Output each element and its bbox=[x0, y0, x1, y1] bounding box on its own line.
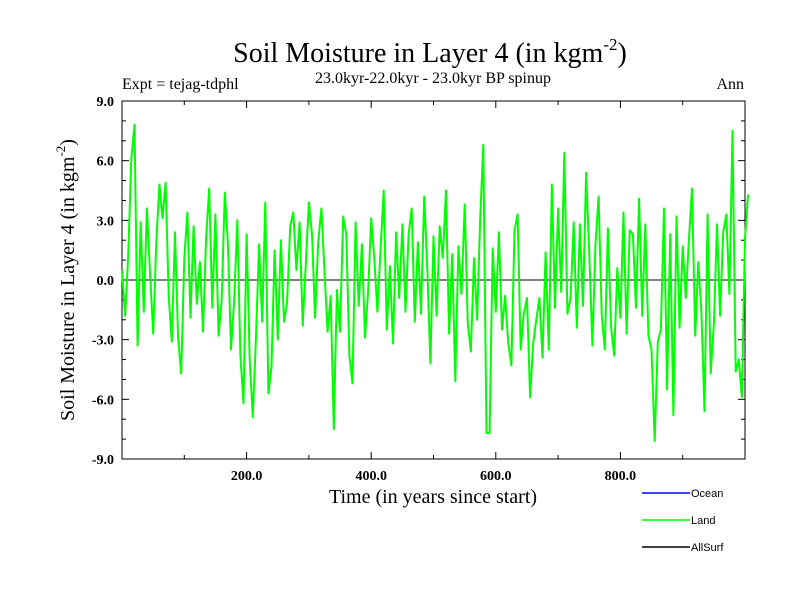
y-tick-label: -3.0 bbox=[92, 334, 114, 349]
series-line-land bbox=[121, 123, 750, 443]
y-tick-label: 6.0 bbox=[97, 155, 115, 170]
chart-title-superscript: -2 bbox=[603, 35, 617, 54]
y-tick-label: 0.0 bbox=[97, 274, 115, 289]
y-tick-label: -9.0 bbox=[92, 453, 114, 468]
x-tick-label: 400.0 bbox=[355, 469, 387, 484]
x-tick-label: 200.0 bbox=[231, 469, 263, 484]
x-axis-label: Time (in years since start) bbox=[329, 486, 537, 508]
series-layer bbox=[121, 123, 750, 443]
y-axis-label-main: Soil Moisture in Layer 4 (in kgm bbox=[57, 156, 79, 421]
y-axis-label-end: ) bbox=[57, 139, 79, 146]
chart-title-main: Soil Moisture in Layer 4 (in kgm bbox=[233, 38, 603, 69]
chart-subtitle: 23.0kyr-22.0kyr - 23.0kyr BP spinup bbox=[315, 70, 551, 87]
chart-title-end: ) bbox=[618, 38, 627, 69]
y-tick-label: 9.0 bbox=[97, 95, 115, 110]
y-tick-label: 3.0 bbox=[97, 214, 115, 229]
y-tick-label: -6.0 bbox=[92, 393, 114, 408]
y-axis-label-superscript: -2 bbox=[53, 146, 68, 157]
chart-title: Soil Moisture in Layer 4 (in kgm-2) bbox=[233, 35, 627, 69]
legend-label-allsurf: AllSurf bbox=[691, 542, 724, 554]
legend-label-ocean: Ocean bbox=[691, 488, 723, 500]
y-axis-ticks: -9.0 -6.0 -3.0 0.0 3.0 6.0 9.0 bbox=[92, 95, 745, 468]
x-tick-label: 600.0 bbox=[480, 469, 512, 484]
x-axis-ticks: 200.0 400.0 600.0 800.0 bbox=[183, 101, 684, 484]
legend-label-land: Land bbox=[691, 515, 715, 527]
season-label: Ann bbox=[716, 76, 744, 93]
expt-label: Expt = tejag-tdphl bbox=[122, 76, 239, 93]
legend: Ocean Land AllSurf bbox=[642, 488, 724, 554]
y-axis-label: Soil Moisture in Layer 4 (in kgm-2) bbox=[53, 139, 79, 421]
x-tick-label: 800.0 bbox=[605, 469, 637, 484]
